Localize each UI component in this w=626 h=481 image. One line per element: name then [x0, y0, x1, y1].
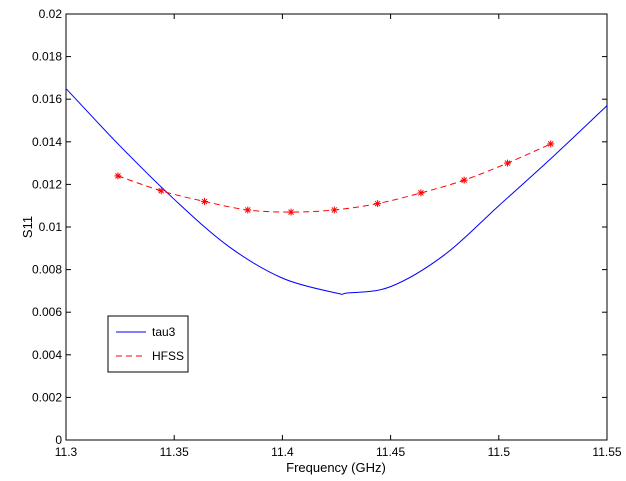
series-point-hfss — [503, 159, 511, 167]
series-point-hfss — [460, 176, 468, 184]
x-tick-label: 11.3 — [55, 445, 78, 459]
series-point-hfss — [244, 206, 252, 214]
series-point-hfss — [374, 200, 382, 208]
y-tick-label: 0.012 — [32, 177, 62, 191]
series-point-hfss — [330, 206, 338, 214]
x-tick-label: 11.45 — [376, 445, 405, 459]
series-point-hfss — [417, 189, 425, 197]
series-point-hfss — [157, 187, 165, 195]
y-tick-label: 0.002 — [32, 390, 62, 404]
series-line-tau3 — [65, 88, 608, 295]
y-axis-ticks: 0 0.002 0.004 0.006 0.008 0.01 0.012 0.014 0.016… — [32, 7, 607, 447]
y-tick-label: 0 — [55, 433, 62, 447]
x-tick-label: 11.55 — [592, 445, 621, 459]
y-tick-label: 0.016 — [32, 92, 62, 106]
y-tick-label: 0.018 — [32, 50, 62, 64]
y-tick-label: 0.008 — [32, 263, 62, 277]
x-axis-label: Frequency (GHz) — [286, 460, 386, 475]
series-layer — [65, 88, 608, 295]
y-tick-label: 0.014 — [32, 135, 62, 149]
legend-box — [107, 315, 189, 373]
series-point-hfss — [200, 197, 208, 205]
y-tick-label: 0.01 — [39, 220, 63, 234]
legend: tau3 HFSS — [107, 315, 189, 373]
series-point-hfss — [114, 172, 122, 180]
x-tick-label: 11.35 — [160, 445, 189, 459]
y-tick-label: 0.02 — [39, 7, 63, 21]
y-axis-label: S11 — [20, 216, 35, 238]
x-axis-ticks: 11.3 11.35 11.4 11.45 11.5 11.55 — [55, 14, 622, 459]
x-tick-label: 11.5 — [488, 445, 511, 459]
legend-label-tau3: tau3 — [152, 325, 176, 339]
series-point-hfss — [287, 208, 295, 216]
series-point-hfss — [547, 140, 555, 148]
y-tick-label: 0.004 — [32, 348, 62, 362]
plot-area — [65, 13, 608, 441]
y-tick-label: 0.006 — [32, 305, 62, 319]
x-tick-label: 11.4 — [271, 445, 294, 459]
legend-label-hfss: HFSS — [152, 349, 184, 363]
